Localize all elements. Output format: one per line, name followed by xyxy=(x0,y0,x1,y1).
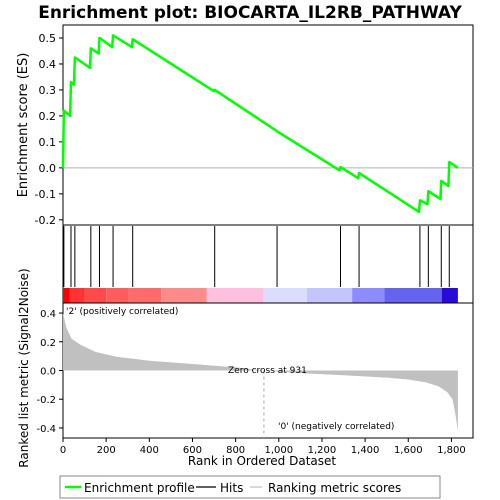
es-panel: 0.5 0.4 0.3 0.2 0.1 0.0 -0.1 -0.2 Enrichment sc… xyxy=(16,24,474,227)
rank-x-tick-label: 800 xyxy=(226,445,245,456)
rank-y-tick-label: -0.2 xyxy=(36,395,56,406)
rank-x-axis: 0 200 400 600 800 1,000 1,200 1,400 1,600 1,800 xyxy=(60,438,466,456)
es-y-tick-label: 0.2 xyxy=(39,110,57,123)
rank-x-tick-label: 1,400 xyxy=(351,445,380,456)
negative-correlation-label: '0' (negatively correlated) xyxy=(278,422,394,432)
color-band-segment xyxy=(106,288,129,303)
color-band-segment xyxy=(263,288,307,303)
color-band-segment xyxy=(84,288,107,303)
rank-x-tick-label: 1,000 xyxy=(264,445,293,456)
legend-label-enrichment-profile: Enrichment profile xyxy=(84,481,195,495)
es-y-axis-label: Enrichment score (ES) xyxy=(16,53,31,198)
color-band xyxy=(63,288,458,303)
color-band-segment xyxy=(63,288,70,303)
rank-x-tick-label: 1,800 xyxy=(437,445,466,456)
rank-y-tick-label: 0.0 xyxy=(40,367,56,378)
es-y-axis: 0.5 0.4 0.3 0.2 0.1 0.0 -0.1 -0.2 xyxy=(35,32,63,227)
es-y-tick-label: 0.4 xyxy=(39,58,57,71)
positive-correlation-label: '2' (positively correlated) xyxy=(66,307,178,317)
rank-x-tick-label: 200 xyxy=(97,445,116,456)
color-band-segment xyxy=(441,288,458,303)
legend: Enrichment profile Hits Ranking metric s… xyxy=(59,475,441,499)
color-band-segment xyxy=(352,288,385,303)
hit-lines xyxy=(63,226,450,287)
rank-x-axis-label: Rank in Ordered Dataset xyxy=(188,454,336,468)
es-y-tick-label: 0.3 xyxy=(39,84,57,97)
rank-y-tick-label: -0.4 xyxy=(36,424,56,435)
rank-x-tick-label: 1,200 xyxy=(308,445,337,456)
color-band-segment xyxy=(128,288,162,303)
rank-y-axis: 0.4 0.2 0.0 -0.2 -0.4 xyxy=(36,309,63,435)
es-y-tick-label: -0.2 xyxy=(35,214,56,227)
color-band-segment xyxy=(306,288,353,303)
es-y-tick-label: 0.0 xyxy=(39,162,57,175)
color-band-segment xyxy=(206,288,264,303)
es-y-tick-label: 0.5 xyxy=(39,32,57,45)
rank-x-tick-label: 400 xyxy=(140,445,159,456)
enrichment-profile-line xyxy=(61,34,459,214)
legend-label-ranking-metric: Ranking metric scores xyxy=(268,481,401,495)
ranking-metric-area xyxy=(63,313,458,431)
rank-x-tick-label: 600 xyxy=(183,445,202,456)
chart-title: Enrichment plot: BIOCARTA_IL2RB_PATHWAY xyxy=(38,3,462,23)
rank-y-axis-label: Ranked list metric (Signal2Noise) xyxy=(17,268,31,467)
es-y-tick-label: 0.1 xyxy=(39,136,57,149)
color-band-segment xyxy=(161,288,207,303)
color-band-segment xyxy=(69,288,85,303)
rank-x-tick-label: 1,600 xyxy=(394,445,423,456)
rank-x-tick-label: 0 xyxy=(60,445,66,456)
color-band-segment xyxy=(384,288,442,303)
ranking-metric-panel: 0.4 0.2 0.0 -0.2 -0.4 0 200 400 600 800 1,000 1,20… xyxy=(17,268,474,468)
legend-label-hits: Hits xyxy=(220,481,243,495)
rank-y-tick-label: 0.2 xyxy=(40,338,56,349)
es-y-tick-label: -0.1 xyxy=(35,188,56,201)
rank-y-tick-label: 0.4 xyxy=(40,309,56,320)
zero-cross-label: Zero cross at 931 xyxy=(228,366,307,376)
